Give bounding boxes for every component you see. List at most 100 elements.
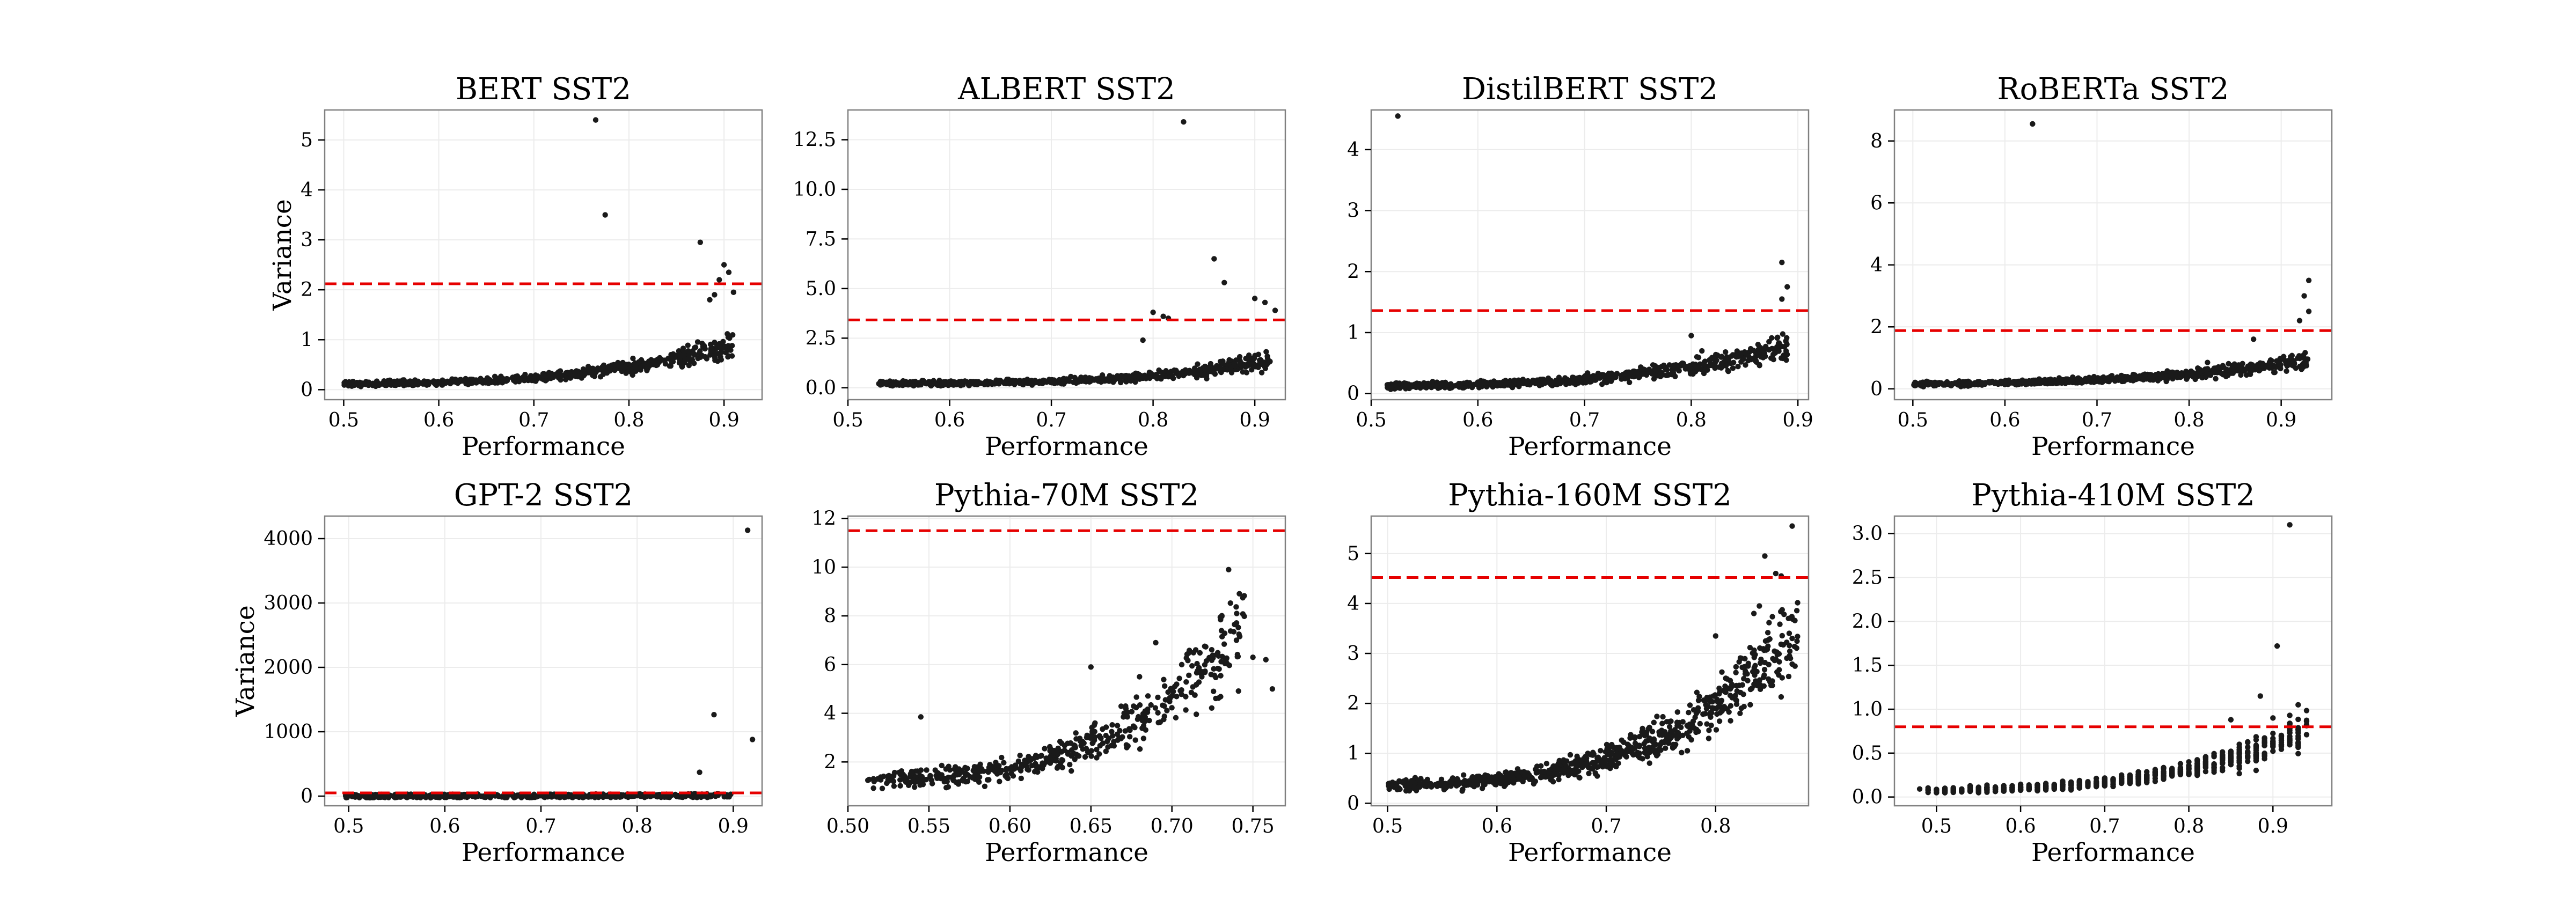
data-point <box>638 363 644 369</box>
data-point <box>1690 370 1696 376</box>
data-point <box>950 382 956 388</box>
data-point <box>420 793 427 799</box>
data-point <box>918 714 924 720</box>
data-point <box>1636 750 1642 756</box>
data-point <box>884 780 890 786</box>
data-point <box>1422 381 1428 387</box>
data-point <box>1216 666 1222 672</box>
data-point <box>1168 686 1174 692</box>
data-point <box>670 358 676 365</box>
y-tick-label: 12.5 <box>793 129 836 151</box>
data-point <box>1709 698 1715 705</box>
data-point <box>1395 113 1401 119</box>
y-tick-label: 3 <box>1347 643 1359 665</box>
data-point <box>695 355 701 362</box>
data-point <box>1577 775 1583 781</box>
data-point <box>1218 673 1224 679</box>
chart-title: RoBERTa SST2 <box>1997 72 2229 107</box>
data-point <box>1641 371 1647 377</box>
data-point <box>1663 745 1668 751</box>
data-point <box>996 381 1002 387</box>
data-point <box>470 377 476 383</box>
x-tick-label: 0.6 <box>429 815 460 837</box>
y-tick-label: 7.5 <box>806 228 836 250</box>
data-point <box>692 344 699 350</box>
data-point <box>1713 727 1719 733</box>
data-point <box>2142 374 2148 380</box>
data-point <box>982 783 988 789</box>
data-point <box>1621 739 1627 746</box>
data-point <box>1794 608 1800 614</box>
data-point <box>623 362 629 367</box>
data-point <box>1236 591 1242 597</box>
data-point <box>1137 674 1143 680</box>
data-point <box>1174 694 1180 700</box>
data-point <box>1090 740 1096 746</box>
data-point <box>999 754 1005 761</box>
data-point <box>1100 376 1106 383</box>
data-point <box>1616 744 1623 751</box>
data-point <box>1651 376 1657 382</box>
chart-title: ALBERT SST2 <box>957 72 1175 107</box>
data-point <box>1673 362 1679 368</box>
data-point <box>1401 778 1407 784</box>
y-tick-label: 1 <box>301 329 313 351</box>
data-point <box>1666 718 1673 725</box>
data-point <box>1123 379 1129 385</box>
data-point <box>890 778 897 784</box>
data-point <box>654 792 660 798</box>
data-point <box>1733 697 1739 703</box>
data-point <box>2282 358 2288 364</box>
data-layer <box>1371 523 1809 794</box>
data-point <box>1185 658 1191 664</box>
data-point <box>1068 373 1074 380</box>
data-point <box>1760 674 1767 680</box>
plot-frame <box>847 109 1286 401</box>
data-point <box>657 357 664 363</box>
data-point <box>1219 634 1225 640</box>
data-point <box>1737 710 1743 716</box>
y-tick-label: 8 <box>824 605 836 627</box>
data-layer <box>848 119 1285 389</box>
data-point <box>1745 660 1751 666</box>
data-point <box>602 212 608 218</box>
data-point <box>1269 686 1276 692</box>
y-tick-label: 2 <box>824 751 836 773</box>
data-point <box>1183 679 1189 685</box>
y-tick-label: 1 <box>1347 742 1359 764</box>
data-point <box>1073 736 1079 742</box>
data-point <box>459 793 465 800</box>
data-point <box>1541 768 1547 775</box>
data-point <box>1054 765 1060 771</box>
y-tick-label: 8 <box>1870 130 1883 152</box>
data-point <box>1631 370 1637 376</box>
x-tick-label: 0.75 <box>1232 815 1275 837</box>
data-point <box>1135 716 1141 722</box>
data-point <box>1088 732 1095 738</box>
data-point <box>1448 777 1454 783</box>
chart-title: BERT SST2 <box>456 72 631 107</box>
data-point <box>1126 726 1132 732</box>
data-point <box>670 351 676 357</box>
y-axis-label: Variance <box>231 605 260 717</box>
data-point <box>1730 352 1736 358</box>
data-point <box>546 793 552 799</box>
data-point <box>1653 753 1660 759</box>
data-point <box>1641 741 1647 747</box>
data-point <box>1712 693 1718 699</box>
data-point <box>1210 688 1217 694</box>
data-point <box>964 771 970 778</box>
data-point <box>550 372 557 378</box>
y-tick-label: 2 <box>1347 693 1359 715</box>
data-point <box>384 792 390 799</box>
data-point <box>1217 366 1223 372</box>
data-point <box>1499 776 1505 782</box>
data-point <box>910 777 916 783</box>
data-point <box>997 778 1002 784</box>
data-point <box>2044 380 2051 387</box>
data-point <box>1388 385 1395 391</box>
data-point <box>1695 697 1702 703</box>
x-tick-label: 0.5 <box>1372 815 1403 837</box>
data-point <box>1161 716 1167 723</box>
